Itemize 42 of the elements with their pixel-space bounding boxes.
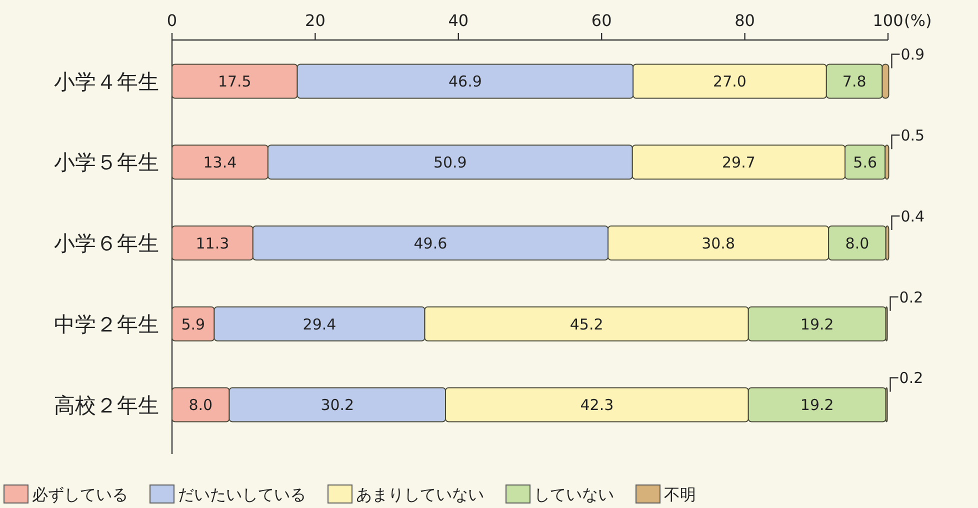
data-label: 5.9 bbox=[181, 315, 206, 334]
data-label: 19.2 bbox=[800, 315, 834, 334]
y-tick-label: 小学５年生 bbox=[54, 150, 159, 175]
data-label: 30.2 bbox=[320, 396, 354, 414]
data-label: 49.6 bbox=[414, 234, 448, 252]
data-label: 42.3 bbox=[580, 396, 614, 414]
data-label: 19.2 bbox=[800, 396, 834, 414]
x-tick-label: 100 bbox=[872, 11, 904, 30]
data-label: 27.0 bbox=[713, 72, 746, 91]
legend-label: していない bbox=[534, 484, 614, 504]
data-label: 0.4 bbox=[900, 207, 925, 226]
data-label: 8.0 bbox=[188, 396, 213, 414]
data-label: 0.2 bbox=[899, 369, 924, 388]
x-tick-label: 0 bbox=[166, 11, 178, 30]
data-label: 29.4 bbox=[302, 315, 336, 334]
legend-label: だいたいしている bbox=[178, 484, 306, 504]
x-tick-label: 80 bbox=[734, 11, 755, 30]
y-tick-label: 中学２年生 bbox=[54, 312, 159, 336]
y-tick-label: 小学４年生 bbox=[54, 70, 159, 94]
x-tick-label: 40 bbox=[448, 11, 469, 30]
y-tick-label: 高校２年生 bbox=[54, 393, 159, 418]
data-label: 29.7 bbox=[722, 154, 756, 172]
data-label: 30.8 bbox=[702, 234, 736, 252]
data-label: 0.9 bbox=[900, 46, 925, 64]
legend-label: あまりしていない bbox=[356, 484, 484, 504]
data-label: 7.8 bbox=[842, 72, 866, 91]
data-label: 0.5 bbox=[900, 126, 925, 145]
y-tick-label: 小学６年生 bbox=[54, 232, 159, 256]
x-tick-label: 60 bbox=[591, 11, 612, 30]
data-label: 5.6 bbox=[853, 154, 878, 172]
data-label: 17.5 bbox=[218, 72, 252, 91]
data-label: 50.9 bbox=[433, 154, 467, 172]
data-label: 13.4 bbox=[203, 154, 237, 172]
data-label: 0.2 bbox=[899, 288, 924, 306]
data-label: 45.2 bbox=[570, 315, 604, 334]
data-label: 11.3 bbox=[196, 234, 230, 252]
x-axis-title: (%) bbox=[904, 11, 932, 30]
legend-label: 不明 bbox=[664, 484, 696, 504]
data-label: 8.0 bbox=[845, 234, 870, 252]
data-label: 46.9 bbox=[448, 72, 482, 91]
x-tick-label: 20 bbox=[305, 11, 326, 30]
legend-label: 必ずしている bbox=[32, 484, 128, 504]
